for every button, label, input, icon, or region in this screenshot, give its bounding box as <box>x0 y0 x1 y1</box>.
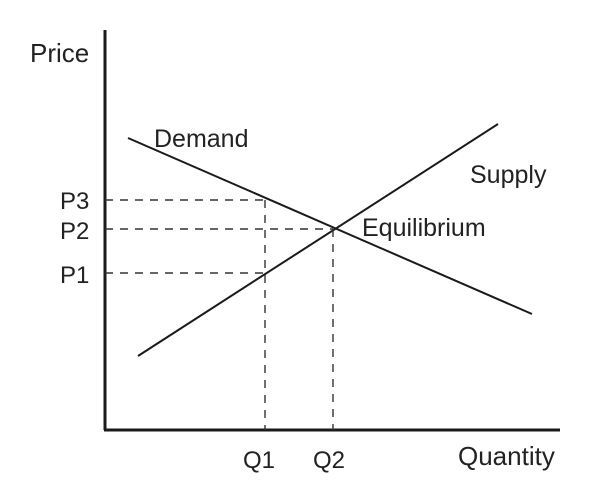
equilibrium-label: Equilibrium <box>362 214 486 242</box>
demand-curve <box>127 137 533 315</box>
supply-curve <box>137 123 499 357</box>
y-axis-title: Price <box>30 38 89 68</box>
quantity-tick-q1: Q1 <box>243 447 275 474</box>
x-axis-title: Quantity <box>458 441 555 471</box>
quantity-tick-q2: Q2 <box>313 447 345 474</box>
supply-label: Supply <box>470 161 547 189</box>
price-tick-p1: P1 <box>60 262 89 289</box>
price-tick-p3: P3 <box>60 188 89 215</box>
price-tick-p2: P2 <box>60 218 89 245</box>
demand-label: Demand <box>154 125 249 153</box>
